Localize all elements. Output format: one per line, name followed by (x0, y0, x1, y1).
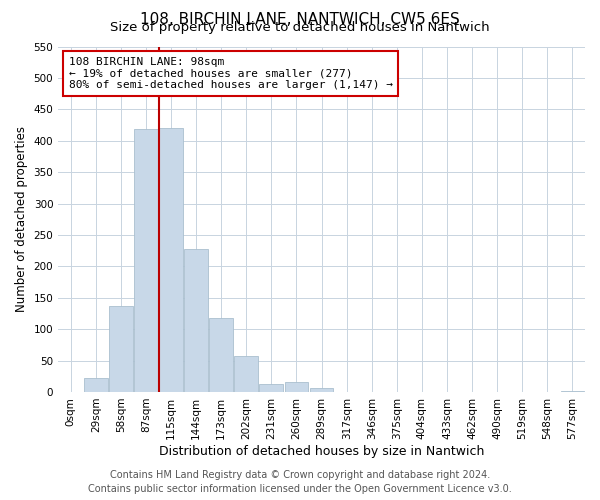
Text: Size of property relative to detached houses in Nantwich: Size of property relative to detached ho… (110, 22, 490, 35)
Bar (259, 384, 283, 392)
Bar (134, 130, 158, 392)
Bar (284, 382, 308, 392)
Bar (235, 356, 258, 392)
Bar (310, 388, 334, 392)
Bar (159, 128, 183, 392)
Bar (109, 306, 133, 392)
Bar (560, 390, 584, 392)
Y-axis label: Number of detached properties: Number of detached properties (15, 126, 28, 312)
Text: 108, BIRCHIN LANE, NANTWICH, CW5 6ES: 108, BIRCHIN LANE, NANTWICH, CW5 6ES (140, 12, 460, 26)
Bar (209, 318, 233, 392)
X-axis label: Distribution of detached houses by size in Nantwich: Distribution of detached houses by size … (159, 444, 484, 458)
Text: 108 BIRCHIN LANE: 98sqm
← 19% of detached houses are smaller (277)
80% of semi-d: 108 BIRCHIN LANE: 98sqm ← 19% of detache… (69, 57, 393, 90)
Text: Contains HM Land Registry data © Crown copyright and database right 2024.
Contai: Contains HM Land Registry data © Crown c… (88, 470, 512, 494)
Bar (84, 378, 108, 392)
Bar (184, 249, 208, 392)
